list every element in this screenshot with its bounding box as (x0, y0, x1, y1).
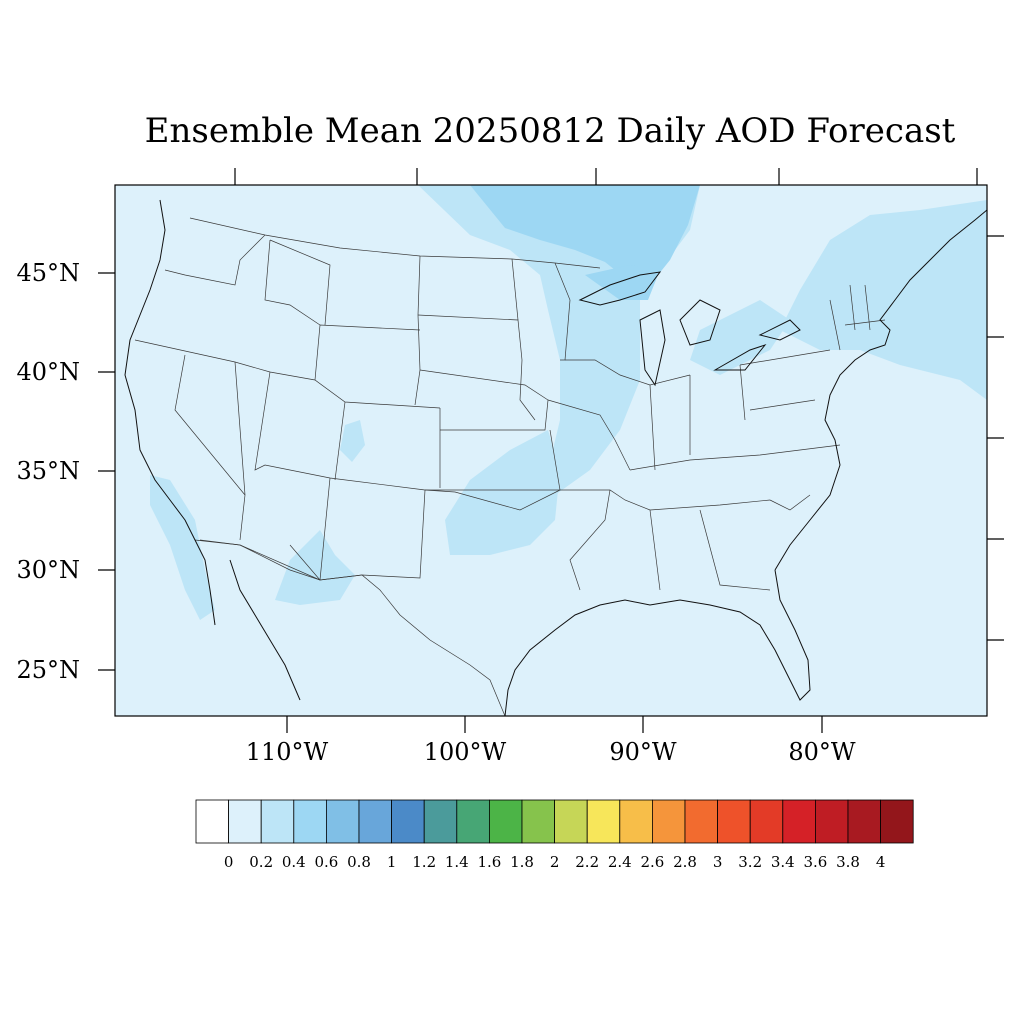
colorbar-label: 3.8 (836, 853, 860, 871)
colorbar-label: 1 (387, 853, 397, 871)
colorbar-label: 0.2 (249, 853, 273, 871)
colorbar: 0 0.2 0.4 0.6 0.8 1 1.2 1.4 1.6 1.8 2 2.2 2.4 2.6 2.8 3… (195, 799, 914, 871)
canada-border (189, 217, 601, 269)
colorbar-label: 0 (224, 853, 234, 871)
colorbar-label: 3 (713, 853, 723, 871)
colorbar-label: 1.8 (510, 853, 534, 871)
colorbar-label: 1.2 (412, 853, 436, 871)
colorbar-swatch (325, 799, 360, 844)
colorbar-swatch (749, 799, 784, 844)
atlantic-coastline (774, 209, 987, 571)
colorbar-label: 2 (550, 853, 560, 871)
colorbar-swatch (586, 799, 621, 844)
colorbar-label: 0.6 (314, 853, 338, 871)
colorbar-label: 2.2 (575, 853, 599, 871)
colorbar-swatch (521, 799, 555, 844)
aod-shading (150, 185, 987, 620)
colorbar-swatch (260, 799, 295, 844)
aod-plume-ohio-valley (690, 300, 790, 375)
map-frame (114, 184, 988, 717)
state-borders (134, 217, 886, 716)
colorbar-swatch (228, 799, 262, 844)
colorbar-swatch (456, 799, 490, 844)
aod-plume-northeast (780, 200, 987, 400)
colorbar-swatch (619, 799, 653, 844)
colorbar-label: 3.2 (738, 853, 762, 871)
baja-coastline (229, 559, 301, 701)
colorbar-swatch (880, 799, 914, 844)
colorbar-swatch (358, 799, 392, 844)
colorbar-swatch (195, 799, 229, 844)
colorbar-label: 2.6 (640, 853, 664, 871)
colorbar-label: 2.4 (608, 853, 632, 871)
colorbar-swatch (815, 799, 849, 844)
colorbar-label: 2.8 (673, 853, 697, 871)
lon-label-80w: 80°W (788, 738, 856, 766)
tick-marks (98, 168, 1004, 733)
lon-label-110w: 110°W (246, 738, 329, 766)
colorbar-label: 3.4 (771, 853, 795, 871)
colorbar-swatch (717, 799, 751, 844)
aod-plume-upper-midwest-0-6 (470, 185, 700, 285)
coastlines (124, 199, 987, 716)
gulf-coastline (504, 569, 811, 716)
lat-label-35n: 35°N (16, 457, 80, 485)
lon-label-90w: 90°W (609, 738, 677, 766)
colorbar-label: 1.6 (477, 853, 501, 871)
lat-label-40n: 40°N (16, 358, 80, 386)
aod-plume-southern-plains (445, 430, 560, 555)
colorbar-swatch (488, 799, 523, 844)
aod-plume-great-lakes-0-6 (585, 265, 660, 300)
aod-plume-colorado (340, 420, 365, 462)
colorbar-swatch (782, 799, 816, 844)
colorbar-swatch (684, 799, 718, 844)
lat-label-30n: 30°N (16, 556, 80, 584)
lat-label-25n: 25°N (16, 656, 80, 684)
colorbar-label: 3.6 (803, 853, 827, 871)
colorbar-swatch (293, 799, 327, 844)
map-title: Ensemble Mean 20250812 Daily AOD Forecas… (145, 111, 956, 151)
colorbar-label: 0.4 (282, 853, 306, 871)
lat-label-45n: 45°N (16, 259, 80, 287)
colorbar-label: 1.4 (445, 853, 469, 871)
colorbar-swatch (652, 799, 686, 844)
map-panel: 45°N 40°N 35°N 30°N 25°N 110°W 100°W 90°… (16, 168, 1004, 766)
colorbar-swatch (423, 799, 458, 844)
colorbar-label: 0.8 (347, 853, 371, 871)
aod-plume-california (150, 475, 215, 620)
colorbar-swatch (554, 799, 588, 844)
mexico-border (194, 539, 506, 716)
great-lakes-outline (578, 271, 801, 387)
colorbar-swatch (847, 799, 881, 844)
pacific-coastline (124, 199, 216, 626)
aod-plume-southwest (275, 530, 355, 605)
colorbar-label: 4 (876, 853, 886, 871)
colorbar-swatch (391, 799, 425, 844)
lon-label-100w: 100°W (424, 738, 507, 766)
